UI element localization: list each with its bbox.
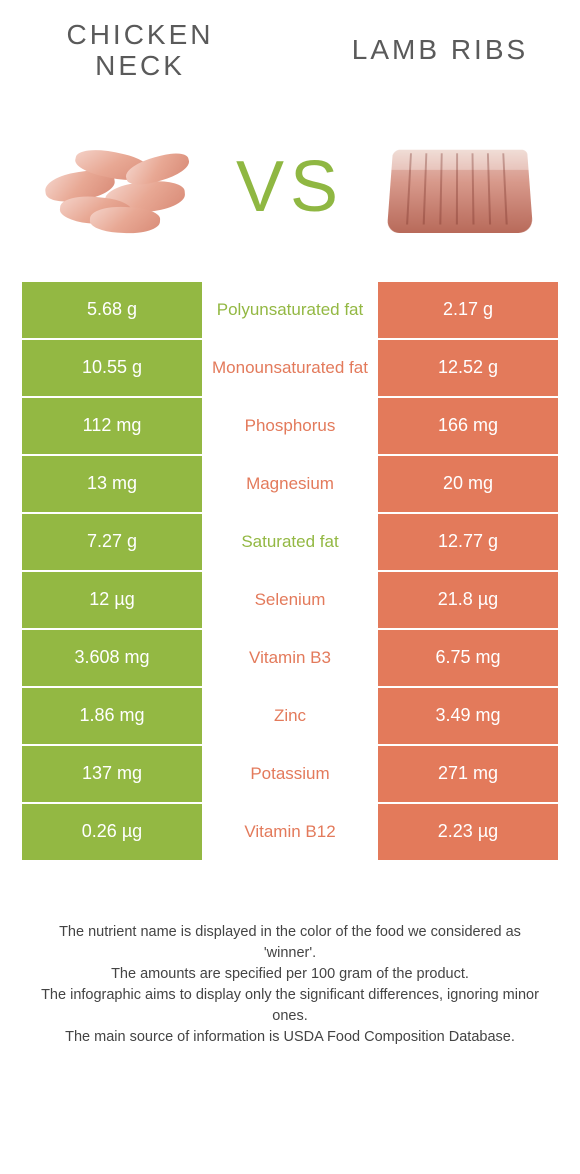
value-left: 10.55 g	[22, 340, 202, 396]
table-row: 13 mgMagnesium20 mg	[22, 456, 558, 514]
food-title-left: Chicken neck	[40, 20, 240, 82]
nutrient-label: Vitamin B3	[202, 630, 378, 686]
value-left: 112 mg	[22, 398, 202, 454]
vs-label: VS	[236, 146, 344, 228]
table-row: 7.27 gSaturated fat12.77 g	[22, 514, 558, 572]
value-right: 12.52 g	[378, 340, 558, 396]
nutrient-label: Saturated fat	[202, 514, 378, 570]
header: Chicken neck Lamb ribs	[0, 0, 580, 92]
value-right: 6.75 mg	[378, 630, 558, 686]
table-row: 0.26 µgVitamin B122.23 µg	[22, 804, 558, 862]
footer-line2: The amounts are specified per 100 gram o…	[35, 964, 545, 985]
nutrient-label: Selenium	[202, 572, 378, 628]
food-title-left-line1: Chicken	[40, 20, 240, 51]
table-row: 137 mgPotassium271 mg	[22, 746, 558, 804]
nutrient-label: Potassium	[202, 746, 378, 802]
value-left: 7.27 g	[22, 514, 202, 570]
value-right: 12.77 g	[378, 514, 558, 570]
footer-line1: The nutrient name is displayed in the co…	[35, 922, 545, 964]
chicken-neck-illustration	[35, 132, 205, 242]
food-title-left-line2: neck	[40, 51, 240, 82]
nutrient-label: Magnesium	[202, 456, 378, 512]
nutrient-label: Phosphorus	[202, 398, 378, 454]
nutrient-label: Zinc	[202, 688, 378, 744]
value-left: 1.86 mg	[22, 688, 202, 744]
nutrient-label: Monounsaturated fat	[202, 340, 378, 396]
value-right: 166 mg	[378, 398, 558, 454]
footer-notes: The nutrient name is displayed in the co…	[0, 862, 580, 1068]
value-right: 21.8 µg	[378, 572, 558, 628]
value-left: 137 mg	[22, 746, 202, 802]
table-row: 5.68 gPolyunsaturated fat2.17 g	[22, 282, 558, 340]
footer-line4: The main source of information is USDA F…	[35, 1027, 545, 1048]
images-row: VS	[0, 92, 580, 282]
nutrient-label: Polyunsaturated fat	[202, 282, 378, 338]
value-left: 12 µg	[22, 572, 202, 628]
value-right: 20 mg	[378, 456, 558, 512]
table-row: 12 µgSelenium21.8 µg	[22, 572, 558, 630]
value-left: 3.608 mg	[22, 630, 202, 686]
food-title-right: Lamb ribs	[340, 35, 540, 66]
value-left: 5.68 g	[22, 282, 202, 338]
footer-line3: The infographic aims to display only the…	[35, 985, 545, 1027]
table-row: 1.86 mgZinc3.49 mg	[22, 688, 558, 746]
food-image-right	[370, 122, 550, 252]
value-right: 271 mg	[378, 746, 558, 802]
table-row: 10.55 gMonounsaturated fat12.52 g	[22, 340, 558, 398]
value-right: 2.17 g	[378, 282, 558, 338]
comparison-table: 5.68 gPolyunsaturated fat2.17 g10.55 gMo…	[0, 282, 580, 862]
value-right: 3.49 mg	[378, 688, 558, 744]
value-right: 2.23 µg	[378, 804, 558, 860]
value-left: 13 mg	[22, 456, 202, 512]
table-row: 3.608 mgVitamin B36.75 mg	[22, 630, 558, 688]
food-title-right-line1: Lamb ribs	[340, 35, 540, 66]
food-image-left	[30, 122, 210, 252]
lamb-ribs-illustration	[380, 132, 540, 242]
nutrient-label: Vitamin B12	[202, 804, 378, 860]
value-left: 0.26 µg	[22, 804, 202, 860]
table-row: 112 mgPhosphorus166 mg	[22, 398, 558, 456]
